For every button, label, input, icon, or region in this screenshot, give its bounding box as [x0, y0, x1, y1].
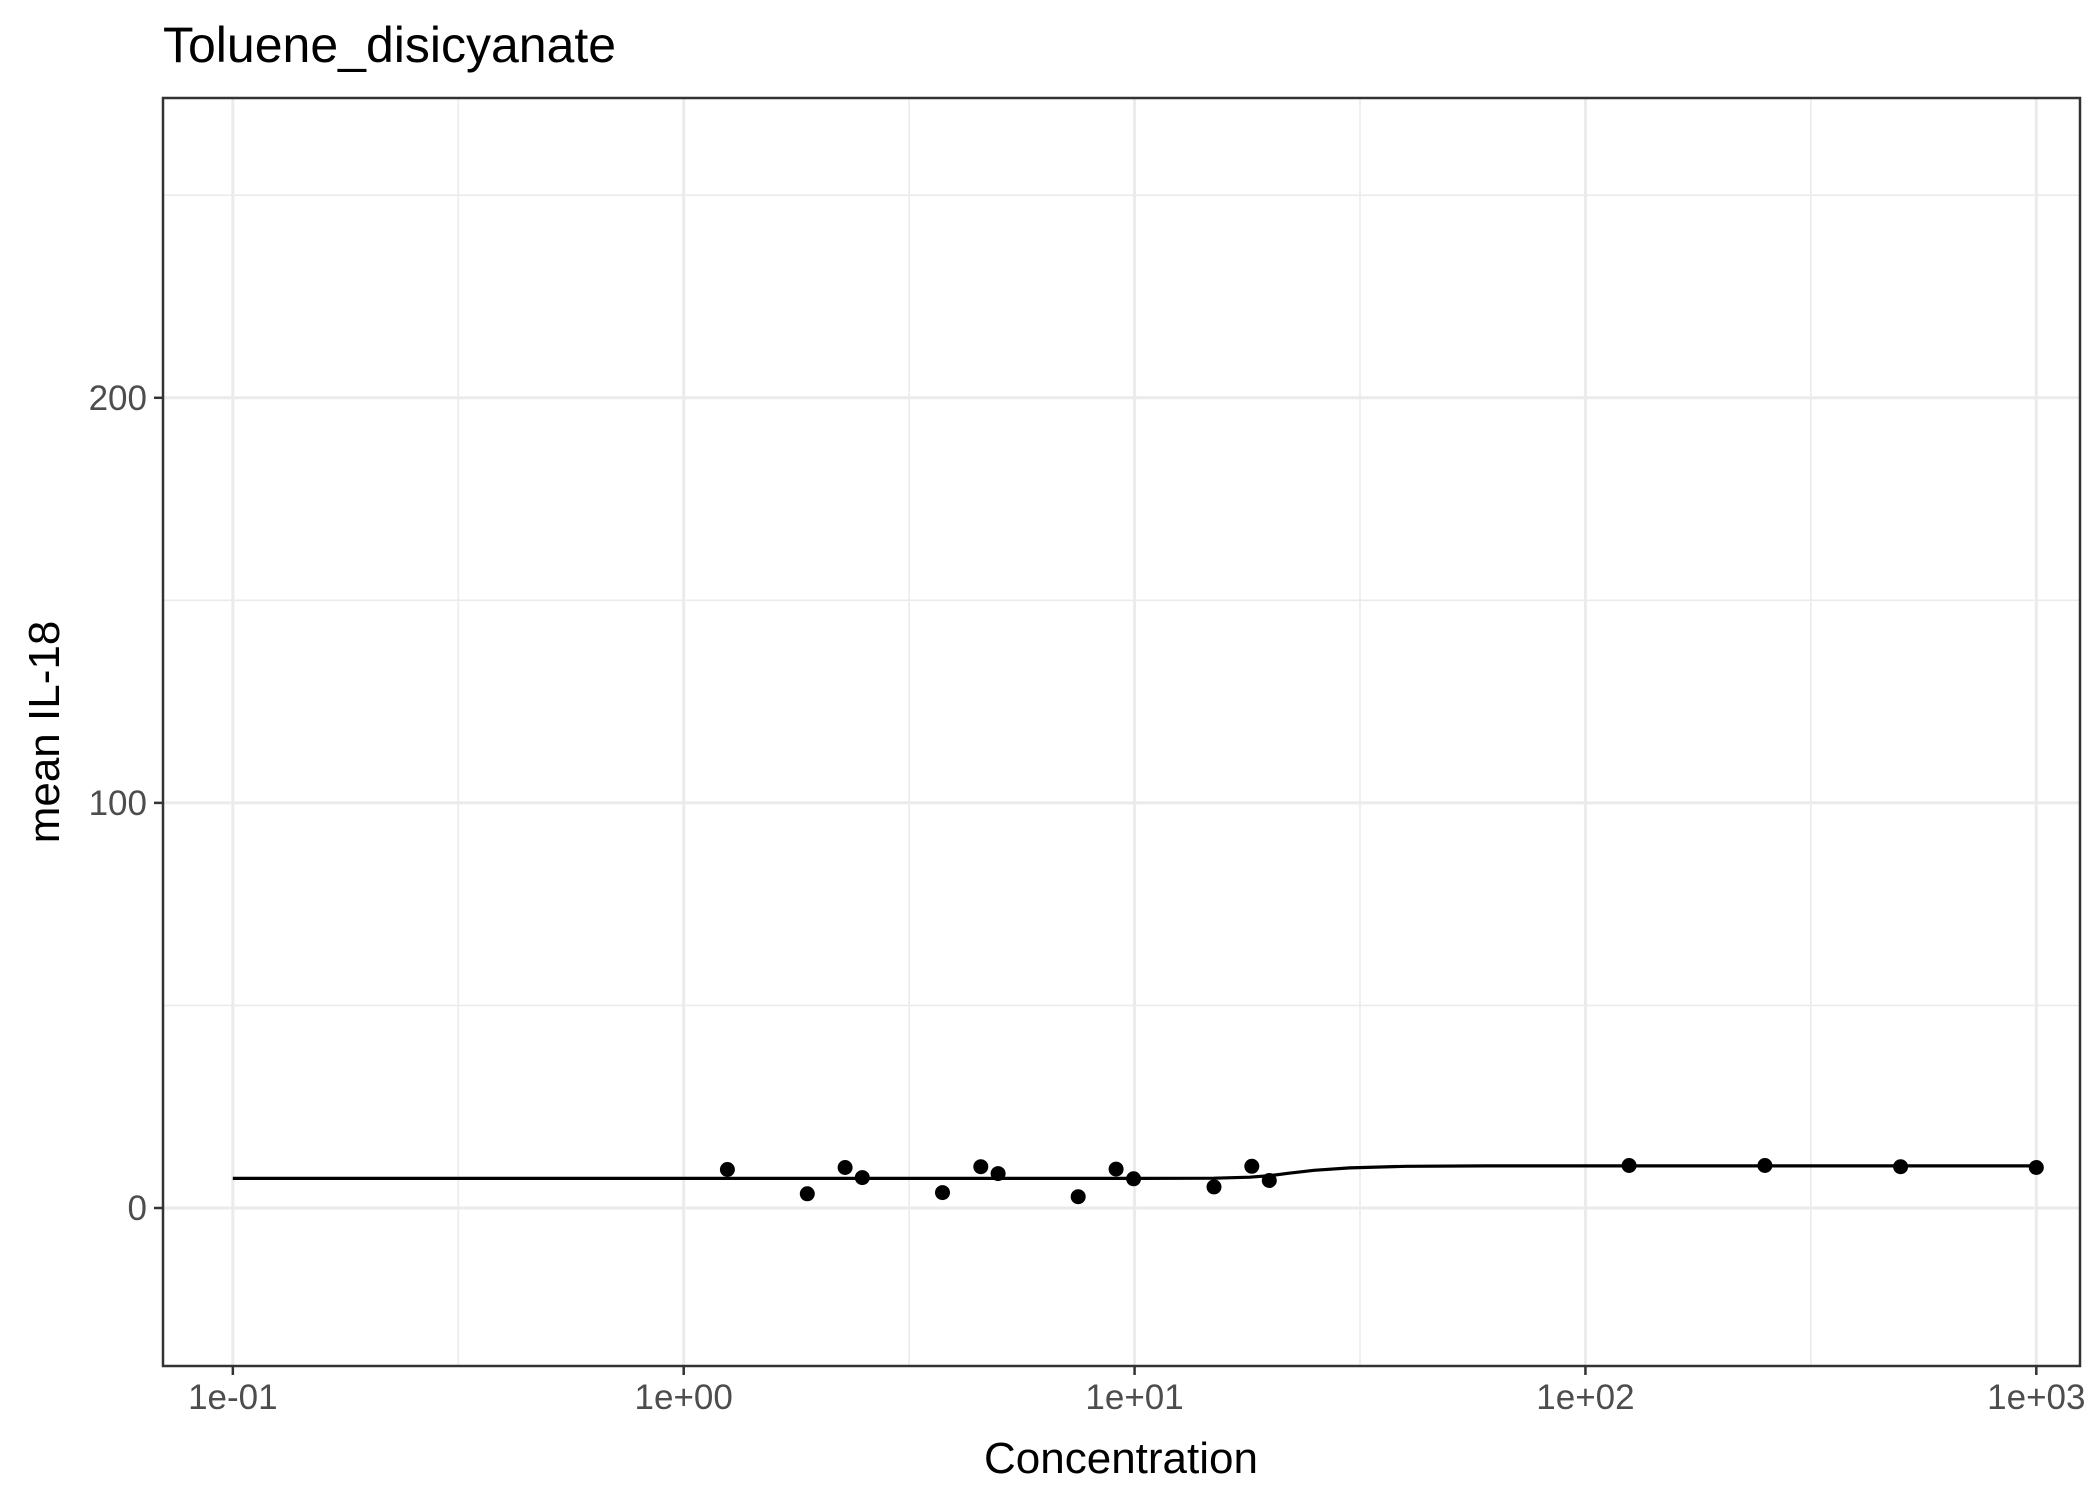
data-point [837, 1160, 853, 1175]
data-point [1126, 1171, 1142, 1187]
data-point [1261, 1173, 1277, 1188]
plot-area [232, 1158, 2044, 1205]
x-tick-label: 1e+00 [635, 1378, 733, 1417]
x-tick-label: 1e+03 [1987, 1378, 2085, 1417]
data-point [1108, 1161, 1124, 1177]
data-point [1244, 1158, 1260, 1174]
data-point [990, 1166, 1006, 1182]
y-tick-label: 100 [89, 784, 147, 823]
axes: 1e-01 1e+00 1e+01 1e+02 1e+03 0 100 200 [89, 379, 2086, 1417]
data-point [854, 1170, 870, 1186]
data-point [1621, 1158, 1637, 1173]
chart-title: Toluene_disicyanate [163, 17, 616, 73]
data-point [973, 1159, 989, 1175]
grid [163, 98, 2080, 1366]
data-point [799, 1186, 815, 1202]
x-tick-label: 1e+01 [1085, 1378, 1183, 1417]
data-point [935, 1185, 950, 1201]
data-point [1757, 1158, 1773, 1173]
x-tick-label: 1e+02 [1536, 1378, 1634, 1417]
data-point [1206, 1179, 1222, 1195]
x-tick-label: 1e-01 [188, 1378, 278, 1417]
fitted-curve [232, 1164, 2037, 1180]
y-axis-title: mean IL-18 [20, 621, 69, 844]
data-point [1893, 1159, 1909, 1175]
panel-border [161, 96, 2082, 1368]
x-axis-title: Concentration [984, 1434, 1258, 1483]
data-point [1070, 1189, 1086, 1205]
data-point [2028, 1160, 2044, 1175]
y-tick-label: 200 [89, 379, 147, 418]
y-tick-label: 0 [128, 1189, 147, 1228]
data-point [719, 1162, 735, 1177]
